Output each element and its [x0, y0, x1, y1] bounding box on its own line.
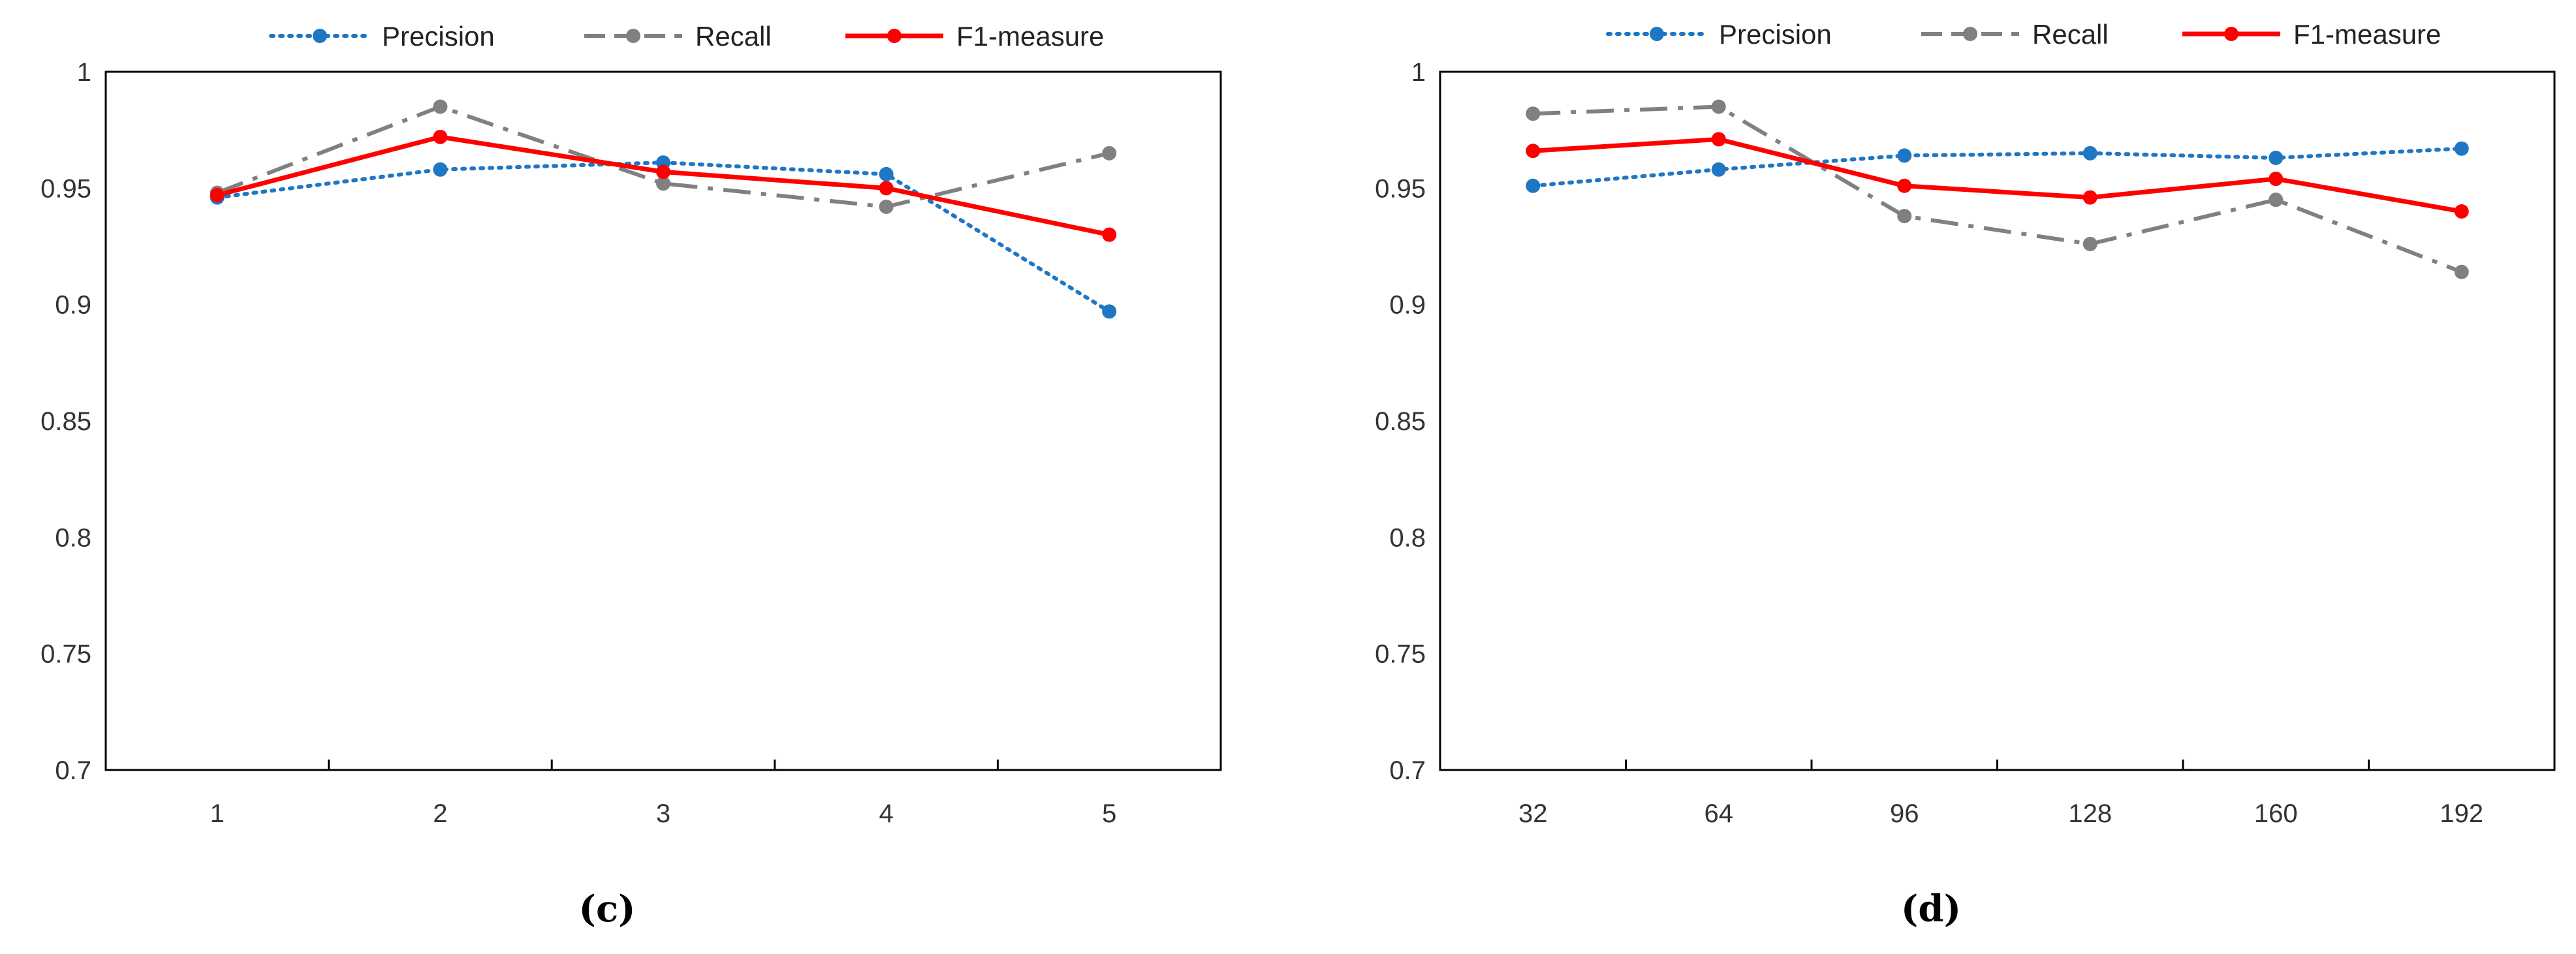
data-point-f1 — [2454, 204, 2469, 219]
data-point-f1 — [2269, 172, 2284, 187]
data-point-recall — [656, 176, 670, 191]
x-tick-label: 1 — [210, 799, 225, 828]
y-tick-label: 0.95 — [1375, 174, 1426, 203]
y-tick-label: 0.85 — [1375, 407, 1426, 436]
plot-frame-c — [104, 70, 1222, 771]
data-point-recall — [1897, 209, 1912, 224]
x-tick-label: 3 — [656, 799, 670, 828]
y-tick-label: 0.9 — [55, 291, 91, 320]
legend-marker-f1 — [2224, 27, 2238, 41]
data-point-recall — [1102, 146, 1117, 161]
y-tick-label: 0.8 — [1389, 523, 1426, 552]
data-point-f1 — [210, 188, 225, 203]
data-point-precision — [2269, 150, 2284, 165]
x-tick-label: 32 — [1518, 799, 1548, 828]
data-point-precision — [2454, 141, 2469, 156]
plot-frame-d — [1439, 70, 2556, 771]
series-line-recall — [216, 104, 1110, 209]
y-tick-label: 0.75 — [1375, 640, 1426, 669]
data-point-precision — [1102, 304, 1117, 319]
data-point-f1 — [656, 164, 670, 179]
x-tick-label: 64 — [1704, 799, 1734, 828]
data-point-precision — [2082, 146, 2097, 161]
data-point-recall — [1526, 106, 1541, 121]
y-tick-label: 0.8 — [55, 523, 91, 552]
chart-panel-c: 0.7 0.75 0.8 0.85 0.9 0.95 1 1 2 3 4 5 Precision Reca… — [40, 21, 1222, 931]
data-point-recall — [879, 199, 894, 214]
x-tick-label: 5 — [1102, 799, 1116, 828]
caption-c: (c) — [578, 887, 636, 931]
legend-marker-recall — [626, 29, 640, 43]
data-point-f1 — [2082, 190, 2097, 205]
y-tick-label: 0.75 — [40, 640, 91, 669]
chart-c-svg: 0.7 0.75 0.8 0.85 0.9 0.95 1 1 2 3 4 5 Precision Reca… — [40, 21, 1222, 828]
x-tick-label: 192 — [2440, 799, 2483, 828]
x-tick-label: 128 — [2068, 799, 2112, 828]
data-point-f1 — [433, 129, 448, 144]
data-point-f1 — [1897, 178, 1912, 193]
y-tick-label: 0.7 — [1389, 756, 1426, 785]
data-point-recall — [2269, 192, 2284, 208]
x-tick-label: 160 — [2254, 799, 2298, 828]
legend-label-recall: Recall — [695, 21, 772, 52]
y-tick-label: 0.95 — [40, 174, 91, 203]
legend-marker-f1 — [887, 29, 902, 43]
x-tick-label: 2 — [433, 799, 447, 828]
data-point-recall — [1711, 99, 1726, 114]
series-line-recall — [1533, 104, 2462, 274]
chart-d-svg: 0.7 0.75 0.8 0.85 0.9 0.95 1 32 64 96 128 160 192 Pre… — [1375, 19, 2556, 828]
legend-label-f1: F1-measure — [956, 21, 1104, 52]
legend-marker-precision — [313, 29, 327, 43]
legend-label-recall: Recall — [2032, 19, 2109, 50]
legend-label-precision: Precision — [382, 21, 495, 52]
y-tick-label: 1 — [1411, 58, 1426, 87]
data-point-f1 — [1526, 144, 1541, 159]
data-point-f1 — [1102, 227, 1117, 242]
data-point-precision — [879, 166, 894, 181]
series-line-precision — [1531, 146, 2464, 188]
y-tick-label: 0.9 — [1389, 291, 1426, 320]
data-point-precision — [1526, 178, 1541, 193]
data-point-recall — [2454, 264, 2469, 279]
data-point-precision — [433, 162, 448, 177]
caption-d: (d) — [1900, 887, 1962, 931]
legend-marker-precision — [1650, 27, 1664, 41]
legend-label-precision: Precision — [1719, 19, 1832, 50]
y-tick-label: 0.85 — [40, 407, 91, 436]
data-point-recall — [433, 99, 448, 114]
legend-marker-recall — [1963, 27, 1977, 41]
y-tick-label: 1 — [77, 58, 91, 87]
data-point-recall — [2082, 236, 2097, 251]
series-line-f1 — [1533, 136, 2462, 214]
x-tick-label: 4 — [879, 799, 893, 828]
data-point-f1 — [1711, 132, 1726, 147]
chart-panel-d: 0.7 0.75 0.8 0.85 0.9 0.95 1 32 64 96 128 160 192 Pre… — [1288, 0, 2576, 954]
y-tick-label: 0.7 — [55, 756, 91, 785]
data-point-precision — [1711, 162, 1726, 177]
data-point-f1 — [879, 181, 894, 196]
x-tick-label: 96 — [1890, 799, 1919, 828]
data-point-precision — [1897, 148, 1912, 163]
legend-label-f1: F1-measure — [2293, 19, 2441, 50]
